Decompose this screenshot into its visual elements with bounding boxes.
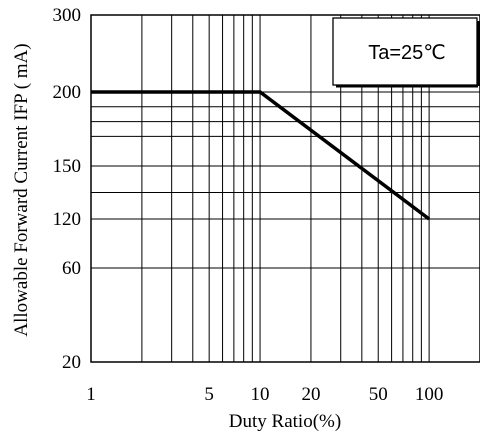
y-tick-label: 200 <box>53 82 82 103</box>
series-group <box>91 90 431 221</box>
y-tick-labels: 20 60 120 150 200 300 <box>53 5 82 373</box>
y-tick-label: 300 <box>53 5 82 26</box>
series-line <box>91 90 431 221</box>
x-tick-label: 50 <box>369 384 388 405</box>
annotation-box: Ta=25℃ <box>332 17 480 88</box>
x-axis-title: Duty Ratio(%) <box>229 411 341 432</box>
x-tick-label: 20 <box>301 384 320 405</box>
y-tick-label: 20 <box>62 352 81 373</box>
x-tick-labels: 1 5 10 20 50 100 <box>86 384 443 405</box>
y-tick-label: 120 <box>53 209 82 230</box>
x-tick-label: 5 <box>204 384 214 405</box>
plot-frame <box>90 14 480 363</box>
x-tick-label: 10 <box>251 384 270 405</box>
y-tick-label: 150 <box>53 156 82 177</box>
x-tick-label: 1 <box>86 384 96 405</box>
annotation-text: Ta=25℃ <box>368 42 446 64</box>
y-axis-title: Allowable Forward Current IFP ( mA) <box>11 43 32 336</box>
x-tick-label: 100 <box>415 384 444 405</box>
y-tick-label: 60 <box>62 258 81 279</box>
